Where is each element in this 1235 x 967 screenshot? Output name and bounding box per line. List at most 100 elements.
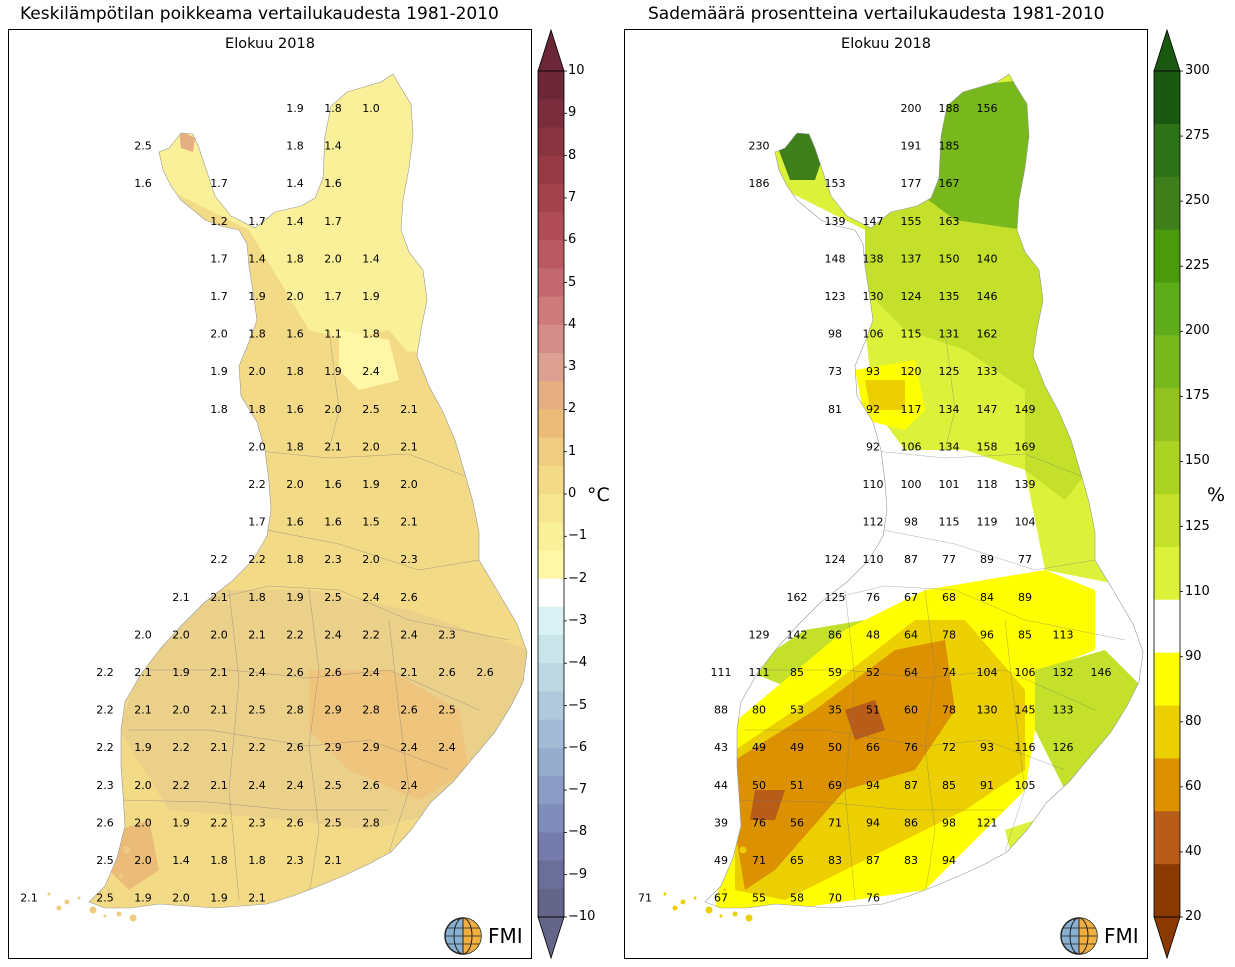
map-value-label: 101 — [939, 478, 960, 491]
map-value-label: 78 — [942, 628, 956, 641]
map-value-label: 1.8 — [286, 140, 304, 153]
map-value-label: 1.8 — [248, 328, 266, 341]
map-value-label: 117 — [901, 403, 922, 416]
colorbar-tick-label: 200 — [1185, 323, 1210, 339]
map-value-label: 130 — [863, 290, 884, 303]
map-value-label: 2.4 — [362, 365, 380, 378]
map-value-label: 169 — [1015, 440, 1036, 453]
map-value-label: 2.4 — [248, 779, 266, 792]
map-value-label: 2.1 — [248, 628, 266, 641]
map-value-label: 71 — [638, 892, 652, 905]
map-value-label: 1.4 — [172, 854, 190, 867]
precipitation-unit-label: % — [1207, 484, 1226, 506]
map-value-label: 94 — [866, 816, 880, 829]
map-value-label: 2.4 — [438, 741, 456, 754]
map-value-label: 2.8 — [286, 704, 304, 717]
map-value-label: 2.3 — [400, 553, 418, 566]
map-value-label: 149 — [1015, 403, 1036, 416]
map-value-label: 2.2 — [248, 741, 266, 754]
map-value-label: 110 — [863, 553, 884, 566]
map-value-label: 132 — [1053, 666, 1074, 679]
map-value-label: 2.2 — [248, 478, 266, 491]
map-value-label: 2.1 — [400, 666, 418, 679]
map-value-label: 72 — [942, 741, 956, 754]
map-value-label: 2.1 — [20, 892, 38, 905]
map-value-label: 111 — [749, 666, 770, 679]
map-value-label: 1.8 — [324, 102, 342, 115]
map-value-label: 2.1 — [248, 892, 266, 905]
map-value-label: 2.5 — [96, 854, 114, 867]
map-value-label: 49 — [790, 741, 804, 754]
map-value-label: 2.0 — [248, 365, 266, 378]
colorbar-tick-label: 5 — [568, 274, 577, 290]
colorbar-tick-label: 250 — [1185, 193, 1210, 209]
map-value-label: 2.6 — [438, 666, 456, 679]
map-value-label: 110 — [863, 478, 884, 491]
map-value-label: 2.0 — [248, 440, 266, 453]
map-value-label: 2.0 — [134, 816, 152, 829]
map-value-label: 138 — [863, 252, 884, 265]
map-value-label: 71 — [752, 854, 766, 867]
colorbar-tick-label: 90 — [1185, 648, 1202, 664]
map-value-label: 2.6 — [324, 666, 342, 679]
map-value-label: 1.8 — [248, 591, 266, 604]
map-value-label: 191 — [901, 140, 922, 153]
map-value-label: 2.6 — [286, 666, 304, 679]
colorbar-tick-label: 10 — [568, 63, 585, 78]
map-value-label: 2.1 — [400, 516, 418, 529]
map-value-label: 163 — [939, 215, 960, 228]
map-value-label: 2.2 — [96, 704, 114, 717]
colorbar-tick-label: 110 — [1185, 583, 1210, 599]
map-value-label: 94 — [942, 854, 956, 867]
map-value-label: 2.5 — [324, 816, 342, 829]
map-value-label: 2.9 — [324, 704, 342, 717]
map-value-label: 80 — [752, 704, 766, 717]
map-value-label: 49 — [752, 741, 766, 754]
map-value-label: 1.7 — [210, 290, 228, 303]
map-value-label: 2.6 — [96, 816, 114, 829]
map-value-label: 2.0 — [324, 252, 342, 265]
map-value-label: 1.0 — [362, 102, 380, 115]
map-value-label: 58 — [790, 892, 804, 905]
map-value-label: 147 — [863, 215, 884, 228]
map-value-label: 1.7 — [210, 177, 228, 190]
map-value-label: 64 — [904, 628, 918, 641]
fmi-logo-text: FMI — [488, 924, 523, 948]
map-value-label: 59 — [828, 666, 842, 679]
colorbar-tick-label: 60 — [1185, 778, 1202, 794]
map-value-label: 2.5 — [324, 779, 342, 792]
map-value-label: 104 — [1015, 516, 1036, 529]
map-value-label: 125 — [825, 591, 846, 604]
map-value-label: 131 — [939, 328, 960, 341]
map-value-label: 1.6 — [134, 177, 152, 190]
map-value-label: 1.6 — [286, 516, 304, 529]
map-value-label: 89 — [1018, 591, 1032, 604]
colorbar-tick-label: 225 — [1185, 258, 1210, 274]
map-value-label: 73 — [828, 365, 842, 378]
map-value-label: 87 — [904, 779, 918, 792]
fmi-logo-text: FMI — [1104, 924, 1139, 948]
temperature-map: 1.9 1.8 1.0 2.5 1.8 1.4 1.6 1.7 1.4 1.6 1.2 1.7 1.4 1… — [20, 73, 528, 922]
map-value-label: 81 — [828, 403, 842, 416]
map-value-label: 85 — [1018, 628, 1032, 641]
map-value-label: 1.9 — [134, 892, 152, 905]
map-value-label: 1.9 — [324, 365, 342, 378]
colorbar-tick-label: 80 — [1185, 713, 1202, 729]
map-value-label: 51 — [790, 779, 804, 792]
colorbar-tick-label: −6 — [568, 739, 588, 755]
map-value-label: 1.9 — [210, 892, 228, 905]
fmi-globe-icon — [444, 917, 482, 955]
map-value-label: 2.5 — [134, 140, 152, 153]
map-value-label: 1.8 — [248, 403, 266, 416]
right-map-title: Sademäärä prosentteina vertailukaudesta … — [648, 4, 1105, 24]
map-value-label: 2.1 — [210, 704, 228, 717]
map-value-label: 124 — [825, 553, 846, 566]
precipitation-map: 200 188 156 230 191 185 186 153 177 167 139 147 155 1… — [638, 73, 1144, 922]
map-value-label: 1.6 — [286, 403, 304, 416]
map-value-label: 1.8 — [210, 403, 228, 416]
map-value-label: 60 — [904, 704, 918, 717]
map-value-label: 2.0 — [172, 704, 190, 717]
map-value-label: 147 — [977, 403, 998, 416]
map-value-label: 150 — [939, 252, 960, 265]
map-value-label: 125 — [939, 365, 960, 378]
